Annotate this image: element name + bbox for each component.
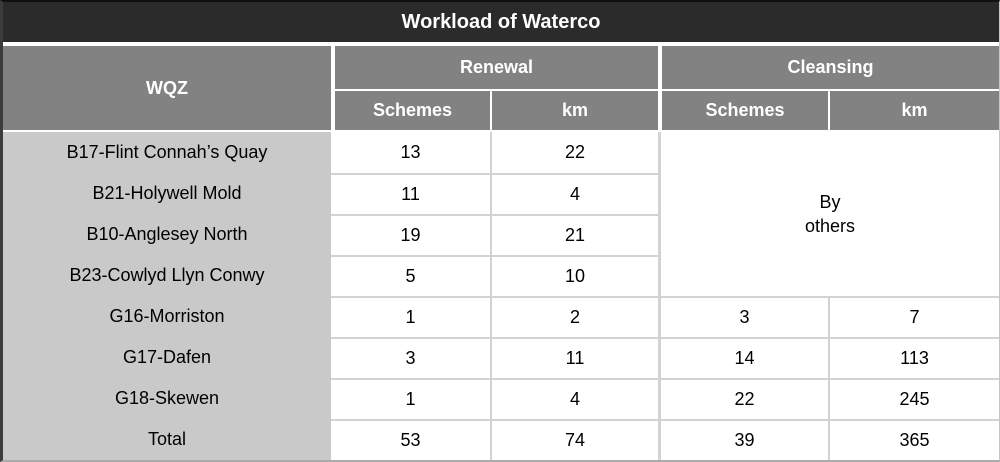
row-label: G18-Skewen (3, 378, 331, 419)
column-group-cleansing: Cleansing (658, 46, 999, 91)
row-label: B21-Holywell Mold (3, 173, 331, 214)
column-header-cleansing-schemes: Schemes (658, 91, 828, 132)
row-label-total: Total (3, 419, 331, 460)
table-row: B23-Cowlyd Llyn Conwy 5 10 (3, 255, 999, 296)
cell-renewal-schemes: 11 (331, 173, 490, 214)
table-title: Workload of Waterco (3, 2, 999, 46)
cell-renewal-km: 2 (490, 296, 658, 337)
row-label: B10-Anglesey North (3, 214, 331, 255)
cell-cleansing-km-total: 365 (828, 419, 999, 460)
cell-renewal-schemes: 3 (331, 337, 490, 378)
row-label: G17-Dafen (3, 337, 331, 378)
column-header-renewal-km: km (490, 91, 658, 132)
cell-cleansing-km: 113 (828, 337, 999, 378)
cell-renewal-km: 4 (490, 173, 658, 214)
cell-renewal-km-total: 74 (490, 419, 658, 460)
cell-renewal-km: 22 (490, 132, 658, 173)
cell-renewal-schemes: 1 (331, 296, 490, 337)
cell-renewal-km: 21 (490, 214, 658, 255)
table-row: B10-Anglesey North 19 21 (3, 214, 999, 255)
by-others-line1: By (819, 191, 841, 212)
cell-cleansing-schemes: 22 (658, 378, 828, 419)
table-row: G18-Skewen 1 4 22 245 (3, 378, 999, 419)
cell-renewal-schemes: 1 (331, 378, 490, 419)
cell-cleansing-schemes: 3 (658, 296, 828, 337)
cell-renewal-schemes: 13 (331, 132, 490, 173)
cell-renewal-schemes-total: 53 (331, 419, 490, 460)
cell-renewal-km: 4 (490, 378, 658, 419)
cell-cleansing-km: 245 (828, 378, 999, 419)
row-label: G16-Morriston (3, 296, 331, 337)
cell-cleansing-schemes: 14 (658, 337, 828, 378)
column-header-renewal-schemes: Schemes (331, 91, 490, 132)
table-row: G16-Morriston 1 2 3 7 (3, 296, 999, 337)
column-group-renewal: Renewal (331, 46, 658, 91)
row-label: B17-Flint Connah’s Quay (3, 132, 331, 173)
cell-cleansing-km: 7 (828, 296, 999, 337)
cell-renewal-schemes: 19 (331, 214, 490, 255)
column-header-cleansing-km: km (828, 91, 999, 132)
row-label: B23-Cowlyd Llyn Conwy (3, 255, 331, 296)
cell-cleansing-schemes-total: 39 (658, 419, 828, 460)
column-header-wqz: WQZ (3, 46, 331, 132)
table-row: B21-Holywell Mold 11 4 (3, 173, 999, 214)
workload-table: Workload of Waterco WQZ Renewal Cleansin… (3, 2, 999, 460)
merged-by-others-cell: By others (658, 132, 999, 296)
by-others-line2: others (804, 216, 856, 236)
table-row: B17-Flint Connah’s Quay 13 22 By others (3, 132, 999, 296)
cell-renewal-km: 11 (490, 337, 658, 378)
table-row-total: Total 53 74 39 365 (3, 419, 999, 460)
table-row: G17-Dafen 3 11 14 113 (3, 337, 999, 378)
cell-renewal-km: 10 (490, 255, 658, 296)
cell-renewal-schemes: 5 (331, 255, 490, 296)
